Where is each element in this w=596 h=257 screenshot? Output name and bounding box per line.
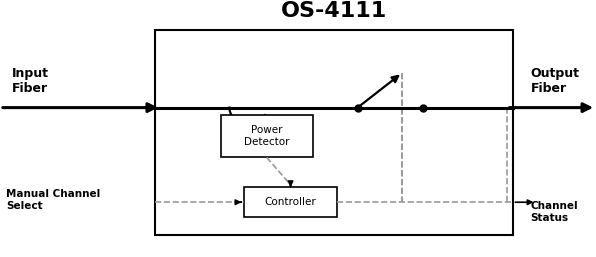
Text: Channel
Status: Channel Status bbox=[530, 201, 578, 223]
Text: Input
Fiber: Input Fiber bbox=[12, 67, 49, 95]
Text: OS-4111: OS-4111 bbox=[281, 1, 387, 21]
Text: Output
Fiber: Output Fiber bbox=[530, 67, 579, 95]
Bar bbox=[155, 30, 513, 235]
Text: Power
Detector: Power Detector bbox=[244, 125, 290, 147]
Text: Controller: Controller bbox=[265, 197, 316, 207]
Bar bbox=[244, 187, 337, 217]
Bar bbox=[221, 115, 313, 157]
Text: Manual Channel
Select: Manual Channel Select bbox=[6, 189, 100, 210]
